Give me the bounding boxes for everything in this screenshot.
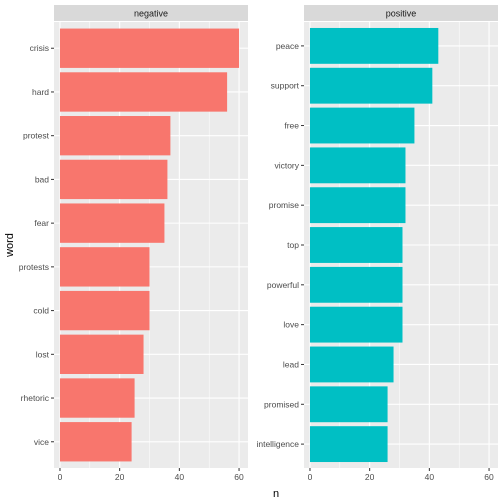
y-tick-label-peace: peace	[276, 41, 299, 51]
y-tick-label-hard: hard	[32, 87, 49, 97]
bar-positive-top	[309, 227, 403, 263]
x-tick-label: 20	[115, 472, 125, 482]
bar-negative-protests	[59, 247, 150, 287]
bar-positive-promised	[309, 386, 388, 423]
x-tick-label: 60	[484, 472, 494, 482]
bar-negative-fear	[59, 203, 165, 243]
y-tick-label-rhetoric: rhetoric	[21, 393, 50, 403]
bar-positive-victory	[309, 147, 406, 184]
y-tick-label-protests: protests	[19, 262, 49, 272]
bar-negative-lost	[59, 334, 144, 374]
y-tick-label-lost: lost	[36, 349, 50, 359]
x-tick-label: 60	[234, 472, 244, 482]
x-tick-label: 40	[425, 472, 435, 482]
y-axis-title: word	[4, 233, 16, 258]
facet-strip-positive	[304, 5, 498, 21]
y-tick-label-victory: victory	[274, 160, 299, 170]
bar-positive-free	[309, 107, 415, 144]
bar-positive-support	[309, 67, 433, 104]
y-tick-label-lead: lead	[283, 359, 299, 369]
x-tick-label: 0	[308, 472, 313, 482]
y-tick-label-top: top	[287, 240, 299, 250]
facet-label-negative: negative	[134, 9, 168, 19]
y-tick-label-protest: protest	[23, 131, 50, 141]
y-tick-label-fear: fear	[34, 218, 49, 228]
y-tick-label-vice: vice	[34, 437, 49, 447]
y-tick-label-crisis: crisis	[30, 43, 49, 53]
y-tick-label-promise: promise	[269, 200, 300, 210]
y-tick-label-support: support	[271, 81, 300, 91]
y-tick-label-cold: cold	[33, 306, 49, 316]
bar-positive-powerful	[309, 266, 403, 303]
y-tick-label-free: free	[284, 121, 299, 131]
bar-negative-bad	[59, 159, 168, 200]
bar-negative-hard	[59, 72, 228, 112]
bar-positive-love	[309, 306, 403, 343]
x-tick-label: 40	[175, 472, 185, 482]
x-tick-label: 20	[365, 472, 375, 482]
x-axis-title: n	[273, 488, 279, 500]
x-tick-label: 0	[58, 472, 63, 482]
y-tick-label-powerful: powerful	[267, 280, 299, 290]
bar-negative-crisis	[59, 28, 240, 68]
bar-negative-rhetoric	[59, 378, 135, 418]
facet-strip-negative	[54, 5, 248, 21]
bar-positive-peace	[309, 27, 439, 64]
bar-negative-cold	[59, 290, 150, 331]
bar-positive-intelligence	[309, 426, 388, 463]
bar-positive-promise	[309, 187, 406, 224]
bar-negative-protest	[59, 116, 171, 156]
bar-positive-lead	[309, 346, 394, 383]
facet-label-positive: positive	[386, 9, 417, 19]
y-tick-label-love: love	[283, 320, 299, 330]
y-tick-label-promised: promised	[264, 399, 299, 409]
bar-negative-vice	[59, 422, 132, 462]
y-tick-label-bad: bad	[35, 174, 49, 184]
y-tick-label-intelligence: intelligence	[256, 439, 299, 449]
